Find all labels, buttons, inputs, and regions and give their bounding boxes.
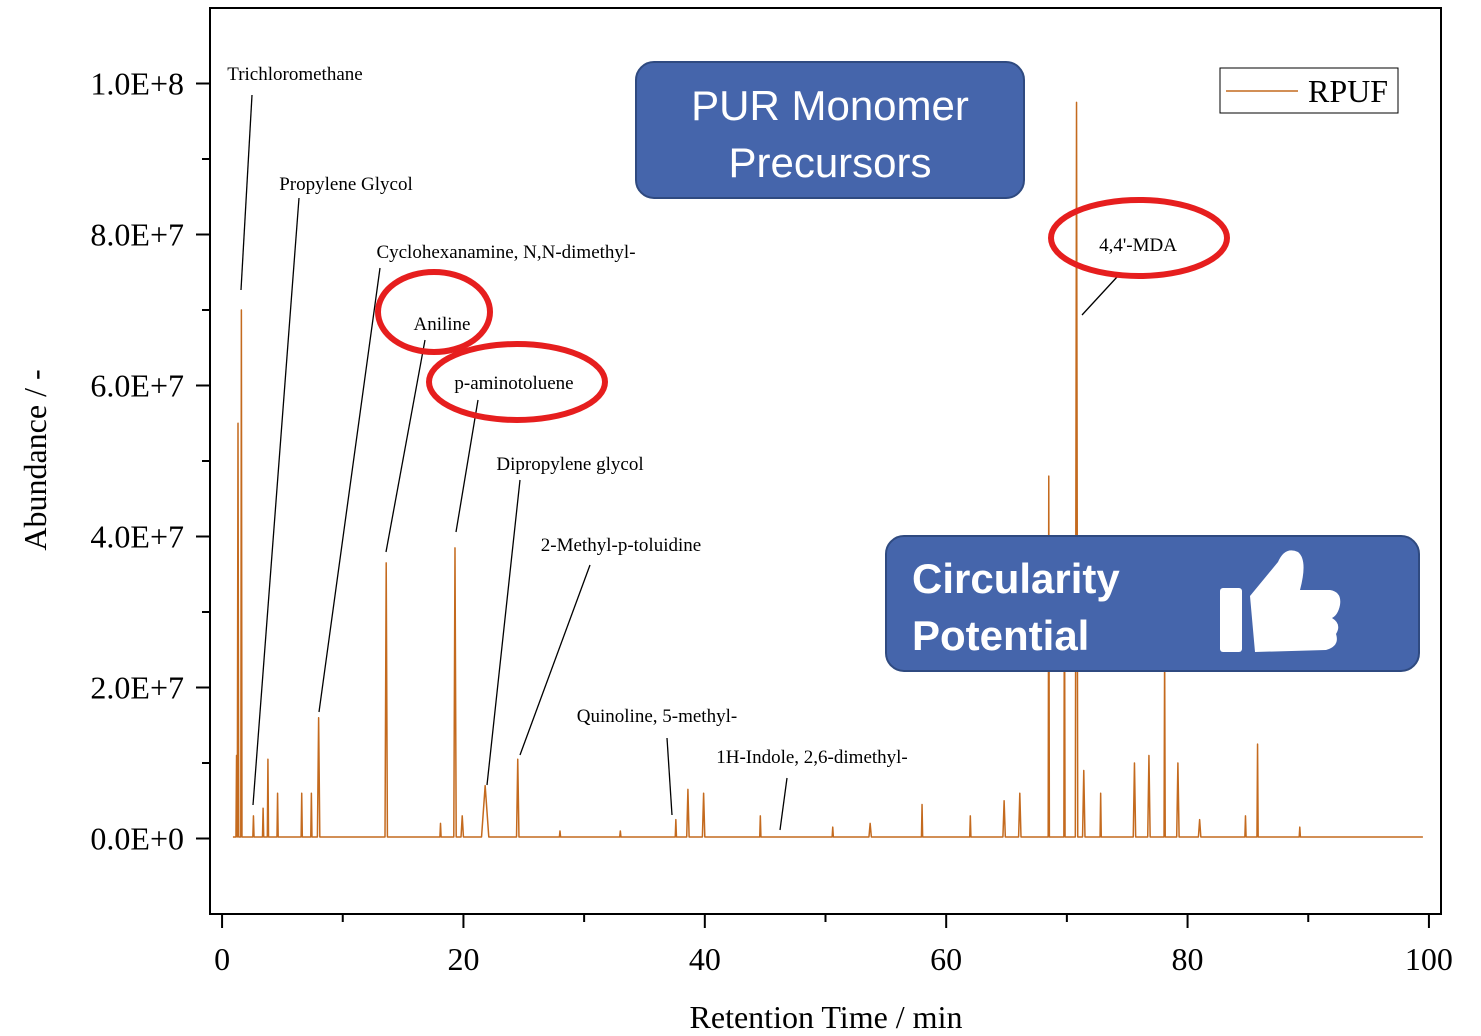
- annotation: 4,4'-MDA: [1099, 235, 1177, 256]
- annotation: Dipropylene glycol: [496, 454, 643, 475]
- thumbs-up-icon: [1220, 550, 1341, 652]
- x-tick-label: 100: [1405, 941, 1453, 977]
- overlay: PUR Monomer Precursors Circularity Poten…: [375, 61, 1420, 672]
- annotation-leader: [486, 479, 521, 786]
- x-tick-label: 40: [689, 941, 721, 977]
- annotation: Cyclohexanamine, N,N-dimethyl-: [376, 242, 635, 263]
- y-tick-label: 4.0E+7: [90, 519, 184, 555]
- y-tick-label: 0.0E+0: [90, 821, 184, 857]
- annotation-leader: [779, 777, 788, 831]
- y-tick-label: 2.0E+7: [90, 670, 184, 706]
- plot-area: 0.0E+0 2.0E+7 4.0E+7 6.0E+7 8.0E+7 1.0E+8 0 20 4…: [90, 64, 1453, 977]
- annotation-leader: [252, 197, 300, 806]
- annotation-leader: [519, 564, 591, 756]
- x-tick-label: 0: [214, 941, 230, 977]
- annotation-leader: [1081, 276, 1118, 316]
- callout-text: Precursors: [728, 139, 931, 186]
- x-axis-title: Retention Time / min: [690, 999, 963, 1035]
- y-tick-label: 8.0E+7: [90, 217, 184, 253]
- annotation: Trichloromethane: [227, 64, 362, 85]
- legend-label: RPUF: [1308, 73, 1388, 109]
- annotation: 2-Methyl-p-toluidine: [541, 535, 701, 556]
- annotation: Propylene Glycol: [279, 174, 413, 195]
- highlight-circles: [375, 197, 1230, 423]
- callout-text: Potential: [912, 612, 1089, 659]
- y-axis-title: Abundance / -: [17, 369, 53, 550]
- annotation-leader: [666, 737, 673, 816]
- callout-text: Circularity: [912, 555, 1120, 602]
- annotation-leader: [385, 339, 426, 553]
- x-tick-label: 60: [930, 941, 962, 977]
- x-tick-label: 20: [447, 941, 479, 977]
- y-tick-label: 6.0E+7: [90, 368, 184, 404]
- annotation: Quinoline, 5-methyl-: [577, 706, 737, 727]
- series-line: [232, 101, 1423, 838]
- x-tick-label: 80: [1172, 941, 1204, 977]
- annotation-leader: [318, 267, 381, 713]
- annotation-leader: [455, 399, 479, 533]
- callout-box: [635, 61, 1025, 199]
- annotation: Aniline: [414, 314, 471, 335]
- annotation: p-aminotoluene: [454, 373, 573, 394]
- y-tick-label: 1.0E+8: [90, 66, 184, 102]
- annotation: 1H-Indole, 2,6-dimethyl-: [716, 747, 908, 768]
- annotation-leader: [240, 94, 253, 291]
- callout-text: PUR Monomer: [691, 82, 969, 129]
